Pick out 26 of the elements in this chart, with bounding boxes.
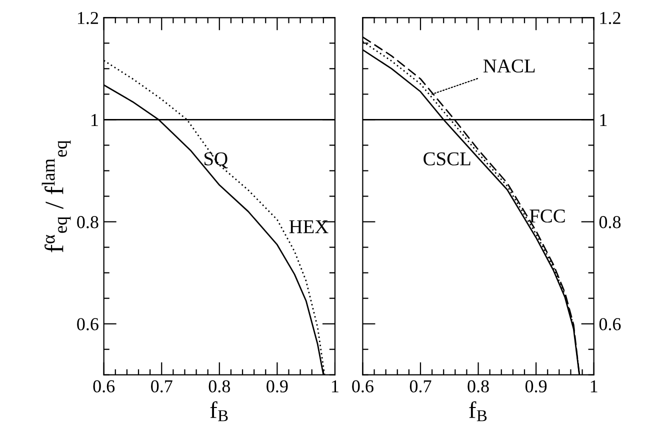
annotation: HEX [289, 220, 328, 234]
y-tick-label: 0.8 [599, 216, 621, 228]
x-tick-label: 0.9 [525, 380, 547, 392]
annotation: FCC [530, 209, 565, 223]
y-tick-label: 1.2 [78, 12, 98, 24]
x-tick-label: 0.8 [208, 380, 230, 392]
y-tick-label: 0.6 [77, 318, 98, 330]
y-tick-label: 0.6 [599, 318, 621, 330]
y-axis-title: f$^{α}$$_{eq}$ / f$^{lam}$$_{eq}$ [42, 140, 71, 252]
x-tick-label: 0.6 [352, 380, 374, 392]
x-tick-label: 0.7 [151, 380, 172, 392]
x-tick-label: 0.9 [266, 380, 288, 392]
y-tick-label: 1.2 [600, 12, 620, 24]
annotation: CSCL [424, 152, 470, 166]
y-tick-label: 0.8 [77, 216, 98, 228]
x-tick-label: 0.6 [93, 380, 115, 392]
x-axis-title: f$_{B}$ [469, 401, 487, 422]
x-tick-label: 0.7 [410, 380, 432, 392]
annotation: NACL [483, 59, 535, 73]
y-tick-label: 1 [600, 114, 607, 126]
y-tick-label: 1 [92, 114, 98, 126]
x-tick-label: 1 [590, 380, 598, 392]
x-axis-title: f$_{B}$ [210, 401, 228, 422]
x-tick-label: 0.8 [468, 380, 489, 392]
annotation: SQ [204, 152, 228, 168]
x-tick-label: 1 [332, 380, 338, 392]
